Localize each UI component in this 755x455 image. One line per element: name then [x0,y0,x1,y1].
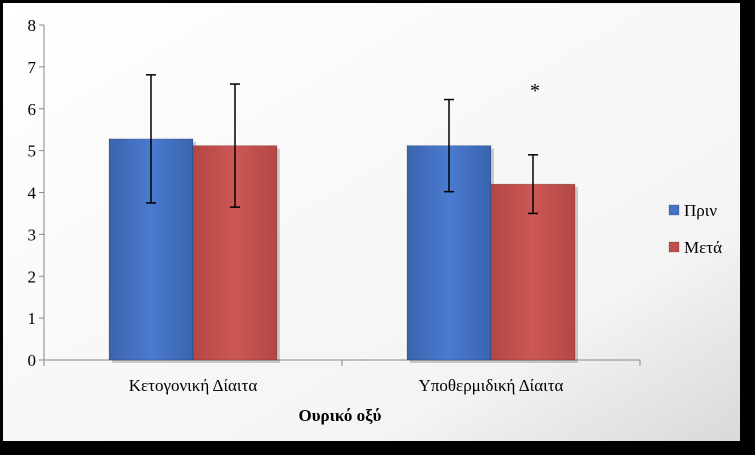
y-tick-label: 0 [28,351,37,370]
y-tick-label: 3 [28,225,37,244]
y-tick-label: 2 [28,267,37,286]
category-label: Υποθερμιδική Δίαιτα [419,376,564,395]
y-tick-label: 7 [28,58,37,77]
y-tick-label: 8 [28,16,37,35]
legend: Πριν Μετά [668,201,722,257]
y-tick-label: 6 [28,100,37,119]
y-tick-label: 5 [28,142,37,161]
x-axis-label: Ουρικό οξύ [298,406,381,425]
y-tick-label: 4 [28,184,37,203]
legend-swatch [668,204,680,216]
significance-asterisk: * [530,80,540,102]
legend-swatch [668,241,680,253]
y-tick-label: 1 [28,309,37,328]
category-label: Κετογονική Δίαιτα [129,376,258,395]
legend-label: Πριν [684,201,717,220]
annotations: * [530,80,540,102]
error-bars [146,74,538,215]
category-labels: Κετογονική Δίαιτα Υποθερμιδική Δίαιτα [129,376,564,395]
y-tick-labels: 0 1 2 3 4 5 6 7 8 [28,16,37,370]
legend-label: Μετά [684,238,722,257]
